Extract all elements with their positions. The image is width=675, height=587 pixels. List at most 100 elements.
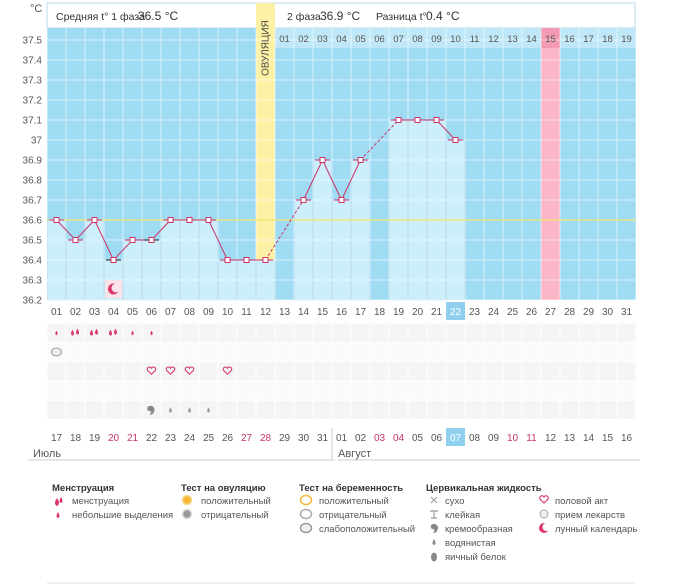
legend-menstruation-title: Менструация bbox=[52, 483, 114, 494]
icon-cell bbox=[521, 399, 542, 421]
creamy-icon bbox=[430, 523, 438, 533]
calendar-date-label: 07 bbox=[450, 433, 462, 444]
y-tick-label: 36.2 bbox=[23, 296, 43, 307]
icon-cell bbox=[426, 361, 447, 382]
temperature-bar bbox=[123, 239, 142, 301]
x-tick-label: 24 bbox=[488, 307, 500, 318]
temperature-point bbox=[110, 257, 117, 263]
icon-cell bbox=[540, 341, 561, 363]
creamy-mark bbox=[147, 405, 155, 415]
icon-cell bbox=[388, 380, 409, 401]
intercourse-mark bbox=[222, 366, 233, 376]
x-tick-label: 30 bbox=[602, 307, 614, 318]
x-tick-label: 18 bbox=[374, 307, 386, 318]
legend-medication: прием лекарств bbox=[555, 510, 625, 521]
icon-cell bbox=[274, 322, 295, 343]
icon-cell bbox=[597, 361, 618, 382]
icon-cell bbox=[122, 380, 143, 401]
watery-mark bbox=[169, 407, 172, 413]
x-tick-label: 20 bbox=[412, 307, 424, 318]
temperature-bar bbox=[408, 119, 427, 301]
icon-cell bbox=[46, 399, 67, 421]
icon-cell bbox=[502, 341, 523, 363]
icon-cell bbox=[255, 341, 276, 363]
top-axis-day-label: 08 bbox=[412, 34, 423, 45]
icon-cell bbox=[502, 380, 523, 401]
x-tick-label: 06 bbox=[146, 307, 158, 318]
calendar-date-label: 25 bbox=[203, 433, 215, 444]
icon-cell bbox=[464, 380, 485, 401]
icon-cell bbox=[350, 341, 371, 363]
temperature-point bbox=[72, 237, 79, 243]
temperature-line-segment bbox=[303, 159, 323, 201]
calendar-date-label: 09 bbox=[488, 433, 500, 444]
icon-cell bbox=[103, 361, 124, 382]
temperature-line-segment bbox=[94, 219, 114, 261]
icon-cell bbox=[84, 380, 105, 401]
calendar-date-label: 18 bbox=[70, 433, 82, 444]
icon-cell bbox=[388, 399, 409, 421]
icon-cell bbox=[217, 361, 238, 382]
icon-cell bbox=[160, 341, 181, 363]
icon-cell bbox=[350, 380, 371, 401]
x-tick-label: 01 bbox=[51, 307, 63, 318]
temperature-point bbox=[433, 117, 440, 123]
temperature-line-segment bbox=[436, 119, 456, 141]
icon-cell bbox=[426, 341, 447, 363]
x-tick-label: 12 bbox=[260, 307, 272, 318]
light-discharge-icon bbox=[56, 512, 60, 518]
phase1-label: Средняя t° 1 фаза bbox=[56, 11, 145, 23]
temperature-line-segment bbox=[113, 239, 133, 261]
calendar-date-label: 15 bbox=[602, 433, 614, 444]
temperature-point bbox=[414, 117, 421, 123]
calendar-date-label: 14 bbox=[583, 433, 595, 444]
calendar-date-label: 10 bbox=[507, 433, 519, 444]
heart-icon bbox=[539, 495, 549, 504]
icon-cell bbox=[407, 399, 428, 421]
icon-cell bbox=[255, 380, 276, 401]
icon-cell bbox=[274, 380, 295, 401]
icon-cell bbox=[312, 322, 333, 343]
icon-cell bbox=[160, 380, 181, 401]
legend-pregnancy-weak: слабоположительный bbox=[319, 524, 415, 535]
icon-cell bbox=[46, 361, 67, 382]
top-axis-day-label: 15 bbox=[545, 34, 556, 45]
phase2-value: 36.9 °С bbox=[320, 9, 360, 23]
icon-cell bbox=[578, 399, 599, 421]
icon-cell bbox=[255, 322, 276, 343]
temperature-point bbox=[186, 217, 193, 223]
icon-cell bbox=[217, 380, 238, 401]
temperature-line-segment bbox=[265, 199, 304, 261]
phase1-value: 36.5 °С bbox=[138, 9, 178, 23]
calendar-date-label: 28 bbox=[260, 433, 272, 444]
icon-cell bbox=[426, 399, 447, 421]
temperature-bar bbox=[332, 199, 351, 301]
legend-watery: водянистая bbox=[445, 538, 496, 549]
calendar-date-label: 29 bbox=[279, 433, 291, 444]
calendar-date-label: 22 bbox=[146, 433, 158, 444]
icon-cell bbox=[160, 361, 181, 382]
x-tick-label: 08 bbox=[184, 307, 196, 318]
ovulation-column bbox=[256, 3, 275, 300]
icon-cell bbox=[559, 380, 580, 401]
icon-cell bbox=[521, 361, 542, 382]
icon-cell bbox=[559, 361, 580, 382]
icon-cell bbox=[179, 361, 200, 382]
icon-cell bbox=[521, 322, 542, 343]
x-tick-label: 02 bbox=[70, 307, 82, 318]
y-tick-label: 36.9 bbox=[23, 156, 43, 167]
icon-cell bbox=[597, 341, 618, 363]
temperature-point bbox=[395, 117, 402, 123]
icon-cell bbox=[616, 380, 637, 401]
icon-cell bbox=[198, 341, 219, 363]
pregnancy-test-mark bbox=[50, 347, 63, 357]
icon-cell bbox=[198, 322, 219, 343]
icon-cell bbox=[236, 399, 257, 421]
menstruation-mark bbox=[71, 329, 74, 336]
icon-cell bbox=[122, 361, 143, 382]
x-tick-label: 27 bbox=[545, 307, 557, 318]
menstruation-mark bbox=[114, 328, 117, 335]
icon-cell bbox=[350, 322, 371, 343]
legend: Менструация менструация небольшие выделе… bbox=[52, 483, 637, 563]
temperature-point bbox=[357, 157, 364, 163]
